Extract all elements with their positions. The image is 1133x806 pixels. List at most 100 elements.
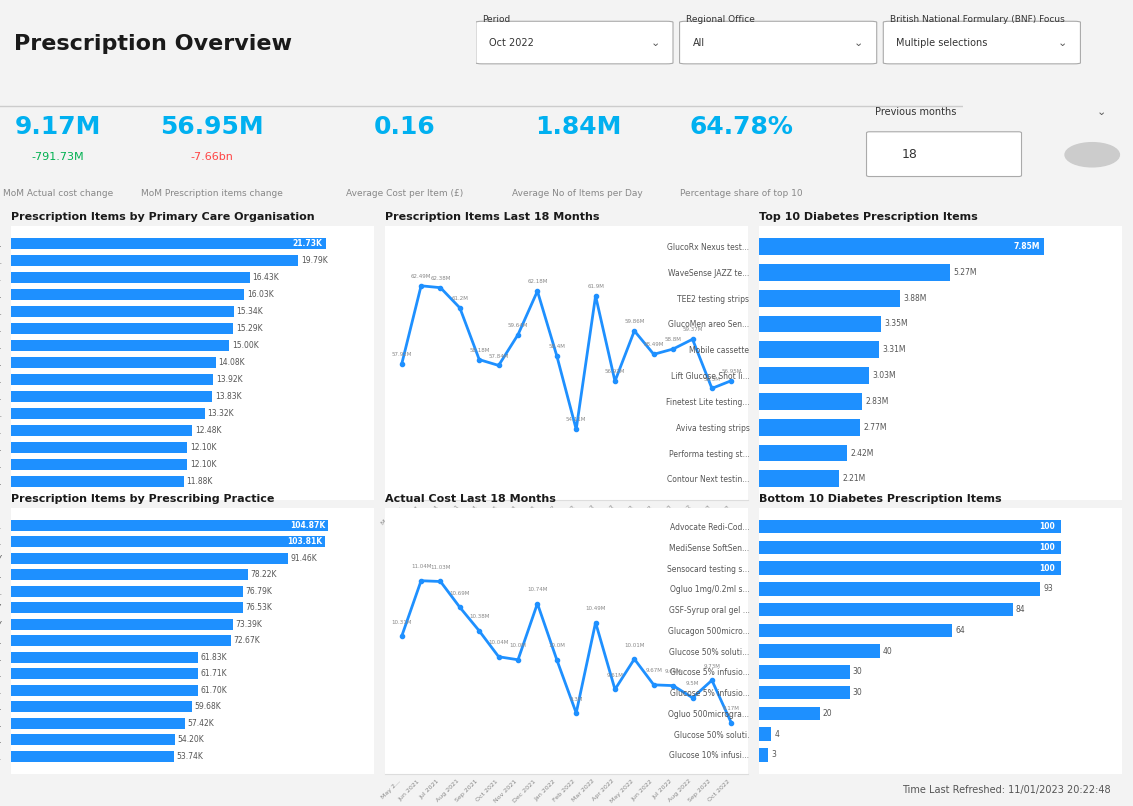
Text: MoM Actual cost change: MoM Actual cost change	[2, 189, 113, 198]
Bar	[11, 306, 233, 318]
Text: 13.83K: 13.83K	[215, 393, 241, 401]
Text: 62.49M: 62.49M	[411, 274, 432, 279]
Text: Previous months: Previous months	[875, 107, 956, 117]
Bar	[11, 357, 215, 368]
Text: 58.18M: 58.18M	[469, 347, 489, 353]
Text: 0.16: 0.16	[374, 115, 435, 139]
FancyBboxPatch shape	[867, 132, 1022, 177]
Text: Actual Cost Last 18 Months: Actual Cost Last 18 Months	[385, 494, 556, 505]
FancyBboxPatch shape	[476, 21, 673, 64]
Bar	[759, 582, 1040, 596]
Text: 61.9M: 61.9M	[587, 284, 604, 289]
Bar	[759, 342, 879, 358]
Bar	[11, 340, 229, 351]
Text: 84: 84	[1016, 605, 1025, 614]
Text: 2.42M: 2.42M	[851, 449, 874, 458]
Text: 10.04M: 10.04M	[488, 640, 509, 646]
Text: 57.84M: 57.84M	[488, 354, 509, 359]
Text: 9.17M: 9.17M	[723, 706, 740, 712]
Text: 104.87K: 104.87K	[290, 521, 325, 530]
Text: 3.31M: 3.31M	[883, 345, 906, 355]
Text: 14.08K: 14.08K	[219, 358, 245, 368]
Text: 13.92K: 13.92K	[216, 376, 242, 384]
Text: 61.2M: 61.2M	[451, 296, 468, 301]
Bar	[759, 541, 1062, 554]
Bar	[11, 734, 176, 746]
Bar	[11, 391, 212, 402]
Bar	[11, 652, 198, 663]
Text: Prescription Items by Primary Care Organisation: Prescription Items by Primary Care Organ…	[11, 212, 315, 222]
Text: 61.83K: 61.83K	[201, 653, 228, 662]
Text: 10.0M: 10.0M	[548, 643, 565, 648]
Text: Regional Office: Regional Office	[687, 15, 755, 23]
Bar	[759, 562, 1062, 575]
Bar	[11, 718, 185, 729]
Text: ⌄: ⌄	[650, 38, 659, 48]
Bar	[759, 520, 1062, 534]
Text: 103.81K: 103.81K	[287, 538, 322, 546]
Text: 100: 100	[1039, 563, 1055, 572]
Text: 53.74K: 53.74K	[176, 752, 203, 761]
Bar	[759, 445, 846, 462]
Text: 9.17M: 9.17M	[15, 115, 101, 139]
Text: 30: 30	[853, 667, 862, 676]
Bar	[759, 290, 900, 306]
Bar	[11, 602, 242, 613]
Text: 16.43K: 16.43K	[253, 273, 279, 282]
Text: Period: Period	[483, 15, 511, 23]
Text: 9.67M: 9.67M	[646, 668, 662, 674]
Text: Top 10 Diabetes Prescription Items: Top 10 Diabetes Prescription Items	[759, 212, 978, 222]
Bar	[11, 323, 233, 334]
Text: 21.73K: 21.73K	[292, 239, 322, 248]
Text: Average No of Items per Day: Average No of Items per Day	[512, 189, 644, 198]
Text: 57.42K: 57.42K	[187, 719, 214, 728]
Text: 20: 20	[823, 709, 832, 718]
Text: 54.20K: 54.20K	[178, 735, 204, 744]
Bar	[11, 536, 325, 547]
Text: ⌄: ⌄	[854, 38, 863, 48]
Text: 19.79K: 19.79K	[301, 256, 327, 265]
Text: 15.29K: 15.29K	[236, 324, 263, 333]
Text: 9.3M: 9.3M	[570, 696, 582, 701]
Text: 76.53K: 76.53K	[245, 603, 272, 613]
Bar	[759, 686, 850, 700]
Text: 62.18M: 62.18M	[527, 279, 547, 285]
Bar	[759, 368, 869, 384]
Text: 30: 30	[853, 688, 862, 697]
Text: 59.37M: 59.37M	[682, 327, 702, 332]
Text: 2.83M: 2.83M	[866, 397, 888, 406]
Text: 12.48K: 12.48K	[195, 426, 222, 435]
Text: 10.0M: 10.0M	[510, 643, 527, 648]
Text: 56.92M: 56.92M	[605, 369, 625, 374]
Text: 15.34K: 15.34K	[237, 307, 264, 316]
Text: 91.46K: 91.46K	[290, 554, 317, 563]
Bar	[11, 256, 298, 266]
Text: 10.49M: 10.49M	[586, 606, 606, 611]
Text: Time Last Refreshed: 11/01/2023 20:22:48: Time Last Refreshed: 11/01/2023 20:22:48	[902, 785, 1110, 795]
Bar	[759, 728, 772, 741]
Text: 10.01M: 10.01M	[624, 642, 645, 647]
Text: 61.70K: 61.70K	[201, 686, 227, 695]
Text: Average Cost per Item (£): Average Cost per Item (£)	[346, 189, 463, 198]
Bar	[11, 272, 249, 283]
Text: 2.77M: 2.77M	[863, 422, 887, 432]
Text: 56.5M: 56.5M	[704, 376, 721, 381]
Text: 18: 18	[902, 148, 918, 161]
Text: 56.95M: 56.95M	[160, 115, 264, 139]
Text: MoM Prescription items change: MoM Prescription items change	[140, 189, 283, 198]
Text: 3.88M: 3.88M	[903, 293, 927, 303]
Text: ⌄: ⌄	[1058, 38, 1067, 48]
FancyBboxPatch shape	[884, 21, 1081, 64]
Bar	[11, 751, 173, 762]
Text: 9.73M: 9.73M	[704, 664, 721, 669]
Bar	[11, 289, 244, 300]
Bar	[11, 553, 288, 563]
Bar	[759, 748, 768, 762]
FancyBboxPatch shape	[680, 21, 877, 64]
Text: Prescription Overview: Prescription Overview	[15, 34, 292, 53]
Text: Oct 2022: Oct 2022	[489, 38, 534, 48]
Text: ⌄: ⌄	[1097, 107, 1106, 117]
Text: 62.38M: 62.38M	[431, 276, 451, 280]
Text: Percentage share of top 10: Percentage share of top 10	[680, 189, 803, 198]
Bar	[11, 569, 248, 580]
